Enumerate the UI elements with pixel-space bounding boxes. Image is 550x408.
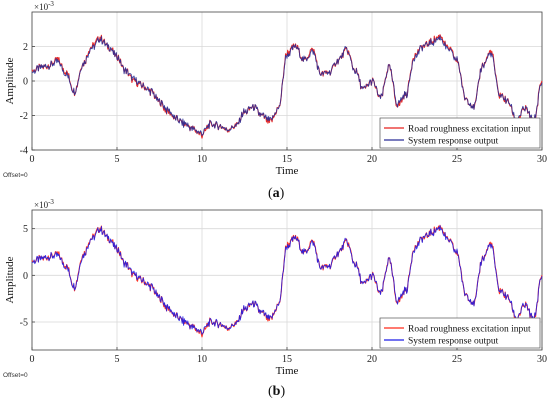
panel-a: 0 5 10 15 20 25 30 -4 -2 0 2 ×10-3 Time Amplitude Offs… [3,0,547,179]
x-tick-label: 25 [452,154,462,165]
y-tick-label: 0 [23,77,28,88]
x-tick-label: 5 [115,154,120,165]
series-line-2 [31,35,543,137]
offset-label: Offset=0 [3,172,28,179]
legend-label-2: System response output [408,337,499,347]
panel-b: 0 5 10 15 20 25 30 -5 0 5 ×10-3 Time Amplitude Offset… [3,198,547,379]
legend-box [379,317,541,349]
x-tick-label: 25 [452,354,462,365]
series-line-2 [31,225,543,335]
caption-b: (b) [268,384,286,399]
x-tick-label: 20 [367,354,377,365]
y-tick-label: 5 [23,224,28,235]
x-tick-label: 15 [282,154,292,165]
y-multiplier-label: ×10-3 [34,0,54,12]
y-tick-label: 0 [23,271,28,282]
y-tick-label: -4 [20,146,28,157]
x-tick-label: 15 [282,354,292,365]
y-tick-label: 2 [23,42,28,53]
y-axis-label: Amplitude [4,57,16,104]
legend-label-1: Road roughness excitation input [408,325,531,335]
x-tick-label: 30 [537,354,547,365]
x-tick-label: 10 [197,154,207,165]
y-multiplier-label: ×10-3 [34,198,54,210]
x-axis-label: Time [276,365,299,377]
y-tick-label: -5 [20,318,28,329]
caption-a: (a) [268,186,285,201]
x-tick-label: 0 [30,154,35,165]
offset-label: Offset=0 [3,372,28,379]
legend-box [379,117,541,149]
x-tick-label: 30 [537,154,547,165]
x-axis-label: Time [276,165,299,177]
x-tick-label: 10 [197,354,207,365]
x-tick-label: 5 [115,354,120,365]
legend-label-2: System response output [408,137,499,147]
legend-label-1: Road roughness excitation input [408,125,531,135]
y-axis-label: Amplitude [4,256,16,303]
x-tick-label: 20 [367,154,377,165]
y-tick-label: -2 [20,111,28,122]
x-tick-label: 0 [30,354,35,365]
